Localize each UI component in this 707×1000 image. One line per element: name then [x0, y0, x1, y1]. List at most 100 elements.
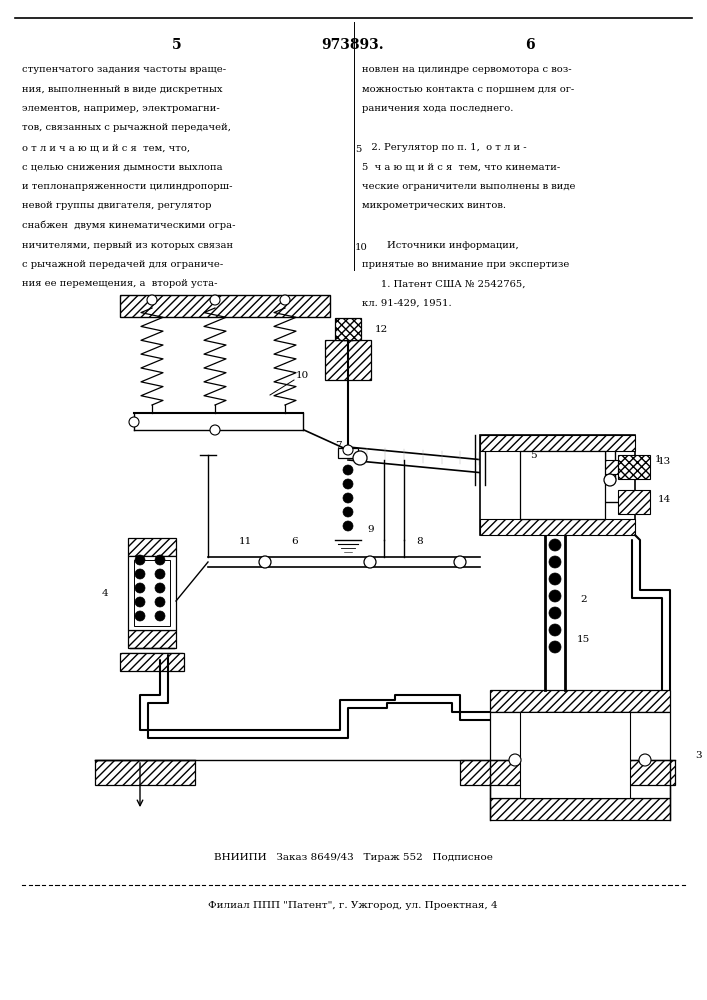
Circle shape — [549, 624, 561, 636]
Text: 8: 8 — [416, 538, 423, 546]
Text: снабжен  двумя кинематическими огра-: снабжен двумя кинематическими огра- — [22, 221, 235, 231]
Text: кл. 91-429, 1951.: кл. 91-429, 1951. — [362, 299, 452, 308]
Text: тов, связанных с рычажной передачей,: тов, связанных с рычажной передачей, — [22, 123, 231, 132]
Text: 1: 1 — [655, 456, 662, 464]
Circle shape — [135, 569, 145, 579]
Text: 4: 4 — [101, 588, 108, 597]
Text: Источники информации,: Источники информации, — [362, 240, 519, 249]
Text: 15: 15 — [577, 636, 590, 645]
Circle shape — [353, 451, 367, 465]
Text: 5: 5 — [355, 145, 361, 154]
Bar — [325, 340, 371, 380]
Text: о т л и ч а ю щ и й с я  тем, что,: о т л и ч а ю щ и й с я тем, что, — [22, 143, 190, 152]
Text: раничения хода последнего.: раничения хода последнего. — [362, 104, 513, 113]
Text: ния ее перемещения, а  второй уста-: ния ее перемещения, а второй уста- — [22, 279, 218, 288]
Circle shape — [343, 493, 353, 503]
Text: новлен на цилиндре сервомотора с воз-: новлен на цилиндре сервомотора с воз- — [362, 65, 572, 74]
Text: 10: 10 — [296, 370, 309, 379]
Circle shape — [549, 607, 561, 619]
Text: с рычажной передачей для ограниче-: с рычажной передачей для ограниче- — [22, 260, 223, 269]
Text: 13: 13 — [658, 456, 671, 466]
Circle shape — [549, 539, 561, 551]
Text: 5  ч а ю щ и й с я  тем, что кинемати-: 5 ч а ю щ и й с я тем, что кинемати- — [362, 162, 560, 172]
Text: можностью контакта с поршнем для ог-: можностью контакта с поршнем для ог- — [362, 85, 574, 94]
Text: 2: 2 — [580, 595, 587, 604]
Text: ния, выполненный в виде дискретных: ния, выполненный в виде дискретных — [22, 85, 223, 94]
Text: ВНИИПИ   Заказ 8649/43   Тираж 552   Подписное: ВНИИПИ Заказ 8649/43 Тираж 552 Подписное — [214, 854, 493, 862]
Bar — [460, 760, 560, 785]
Circle shape — [135, 555, 145, 565]
Circle shape — [343, 445, 353, 455]
Text: 973893.: 973893. — [322, 38, 385, 52]
Bar — [480, 519, 635, 535]
Bar — [575, 760, 675, 785]
Bar — [120, 295, 330, 317]
Bar — [618, 490, 650, 514]
Text: ческие ограничители выполнены в виде: ческие ограничители выполнены в виде — [362, 182, 575, 191]
Text: принятые во внимание при экспертизе: принятые во внимание при экспертизе — [362, 260, 569, 269]
Circle shape — [549, 556, 561, 568]
Text: 12: 12 — [375, 326, 388, 334]
Circle shape — [549, 641, 561, 653]
Circle shape — [343, 507, 353, 517]
Circle shape — [155, 597, 165, 607]
Text: элементов, например, электромагни-: элементов, например, электромагни- — [22, 104, 220, 113]
Circle shape — [343, 479, 353, 489]
Bar — [338, 448, 358, 458]
Text: 11: 11 — [238, 538, 252, 546]
Bar — [128, 538, 176, 556]
Circle shape — [343, 521, 353, 531]
Circle shape — [135, 597, 145, 607]
Bar — [490, 690, 670, 712]
Text: ничителями, первый из которых связан: ничителями, первый из которых связан — [22, 240, 233, 249]
Text: 2. Регулятор по п. 1,  о т л и -: 2. Регулятор по п. 1, о т л и - — [362, 143, 527, 152]
Text: 6: 6 — [525, 38, 534, 52]
Bar — [604, 460, 618, 474]
Bar — [490, 712, 670, 798]
Circle shape — [210, 295, 220, 305]
Circle shape — [210, 425, 220, 435]
Text: 3: 3 — [695, 750, 701, 760]
Text: 5: 5 — [530, 450, 537, 460]
Circle shape — [155, 555, 165, 565]
Circle shape — [155, 569, 165, 579]
Bar — [134, 560, 170, 626]
Circle shape — [147, 295, 157, 305]
Bar — [490, 798, 670, 820]
Circle shape — [549, 590, 561, 602]
Circle shape — [135, 583, 145, 593]
Text: 10: 10 — [355, 243, 368, 252]
Text: ступенчатого задания частоты враще-: ступенчатого задания частоты враще- — [22, 65, 226, 74]
Text: Филиал ППП "Патент", г. Ужгород, ул. Проектная, 4: Филиал ППП "Патент", г. Ужгород, ул. Про… — [208, 900, 498, 910]
Text: 14: 14 — [658, 495, 671, 504]
Text: 6: 6 — [292, 538, 298, 546]
Circle shape — [280, 295, 290, 305]
Bar — [128, 556, 176, 630]
Bar — [335, 318, 361, 340]
Text: 9: 9 — [368, 526, 374, 534]
Bar — [480, 435, 635, 535]
Circle shape — [364, 556, 376, 568]
Circle shape — [155, 611, 165, 621]
Bar — [520, 451, 605, 519]
Circle shape — [135, 611, 145, 621]
Circle shape — [259, 556, 271, 568]
Bar — [520, 712, 630, 798]
Text: 1. Патент США № 2542765,: 1. Патент США № 2542765, — [362, 279, 525, 288]
Circle shape — [454, 556, 466, 568]
Circle shape — [343, 465, 353, 475]
Text: и теплонапряженности цилиндропорш-: и теплонапряженности цилиндропорш- — [22, 182, 233, 191]
Bar — [480, 435, 635, 451]
Text: невой группы двигателя, регулятор: невой группы двигателя, регулятор — [22, 202, 211, 211]
Bar — [128, 630, 176, 648]
Text: с целью снижения дымности выхлопа: с целью снижения дымности выхлопа — [22, 162, 223, 172]
Bar — [120, 653, 184, 671]
Text: 5: 5 — [173, 38, 182, 52]
Circle shape — [549, 573, 561, 585]
Circle shape — [509, 754, 521, 766]
Bar — [95, 760, 195, 785]
Circle shape — [639, 754, 651, 766]
Circle shape — [155, 583, 165, 593]
Circle shape — [129, 417, 139, 427]
Bar — [618, 455, 650, 479]
